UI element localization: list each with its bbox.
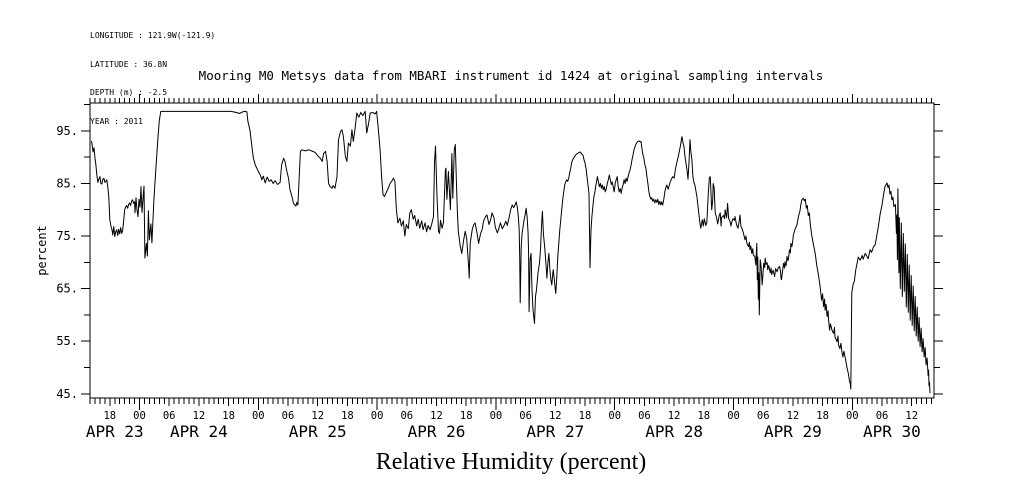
y-tick-label: 95. bbox=[56, 124, 78, 138]
x-date-label: APR 25 bbox=[289, 422, 347, 441]
x-tick-label: 00 bbox=[490, 410, 503, 422]
metadata-year: YEAR : 2011 bbox=[90, 116, 143, 126]
x-tick-label: 00 bbox=[252, 410, 265, 422]
x-tick-label: 00 bbox=[133, 410, 146, 422]
x-tick-label: 06 bbox=[638, 410, 651, 422]
x-tick-label: 06 bbox=[282, 410, 295, 422]
x-date-label: APR 27 bbox=[526, 422, 584, 441]
x-tick-label: 12 bbox=[905, 410, 918, 422]
x-tick-label: 18 bbox=[816, 410, 829, 422]
x-tick-label: 18 bbox=[579, 410, 592, 422]
x-tick-label: 00 bbox=[727, 410, 740, 422]
x-date-label: APR 23 bbox=[86, 422, 144, 441]
x-tick-label: 06 bbox=[757, 410, 770, 422]
x-tick-label: 12 bbox=[668, 410, 681, 422]
x-date-label: APR 26 bbox=[408, 422, 466, 441]
plot-box bbox=[89, 102, 935, 399]
x-tick-label: 00 bbox=[608, 410, 621, 422]
metadata-longitude: LONGITUDE : 121.9W(-121.9) bbox=[90, 31, 216, 40]
y-tick-label: 45. bbox=[56, 387, 78, 401]
x-tick-label: 12 bbox=[193, 410, 206, 422]
x-tick-label: 18 bbox=[697, 410, 710, 422]
x-date-label: APR 28 bbox=[645, 422, 703, 441]
chart-title: Mooring M0 Metsys data from MBARI instru… bbox=[198, 68, 824, 83]
x-tick-label: 06 bbox=[876, 410, 889, 422]
y-tick-label: 85. bbox=[56, 176, 78, 190]
data-polyline bbox=[91, 110, 931, 394]
x-tick-label: 12 bbox=[549, 410, 562, 422]
y-tick-label: 55. bbox=[56, 334, 78, 348]
x-hour-labels: 18 00 06 12 18 00 06 12 18 00 06 12 18 00 06 12 18 00 06 12… bbox=[103, 410, 918, 422]
y-tick-label: 65. bbox=[56, 282, 78, 296]
x-tick-label: 00 bbox=[371, 410, 384, 422]
x-tick-label: 18 bbox=[103, 410, 116, 422]
x-tick-label: 12 bbox=[787, 410, 800, 422]
y-axis-title: percent bbox=[35, 225, 49, 276]
x-tick-label: 18 bbox=[222, 410, 235, 422]
x-tick-label: 18 bbox=[341, 410, 354, 422]
x-date-label: APR 24 bbox=[170, 422, 228, 441]
x-tick-label: 00 bbox=[846, 410, 859, 422]
x-tick-label: 06 bbox=[519, 410, 532, 422]
x-tick-label: 06 bbox=[163, 410, 176, 422]
x-date-labels: APR 23 APR 24 APR 25 APR 26 APR 27 APR 28 APR … bbox=[86, 422, 921, 441]
x-tick-label: 18 bbox=[460, 410, 473, 422]
y-ticks: 45. 55. 65. 75. 85. 95. bbox=[56, 104, 943, 401]
y-tick-label: 75. bbox=[56, 229, 78, 243]
x-date-label: APR 30 bbox=[863, 422, 921, 441]
metadata-depth: DEPTH (m) : -2.5 bbox=[90, 88, 168, 97]
x-tick-label: 12 bbox=[311, 410, 324, 422]
metadata-block: LONGITUDE : 121.9W(-121.9) LATITUDE : 36… bbox=[90, 12, 215, 145]
x-tick-label: 12 bbox=[430, 410, 443, 422]
x-ticks bbox=[89, 94, 933, 410]
x-date-label: APR 29 bbox=[764, 422, 822, 441]
x-axis-title: Relative Humidity (percent) bbox=[375, 449, 647, 475]
metadata-latitude: LATITUDE : 36.8N bbox=[90, 59, 168, 69]
x-tick-label: 06 bbox=[400, 410, 413, 422]
